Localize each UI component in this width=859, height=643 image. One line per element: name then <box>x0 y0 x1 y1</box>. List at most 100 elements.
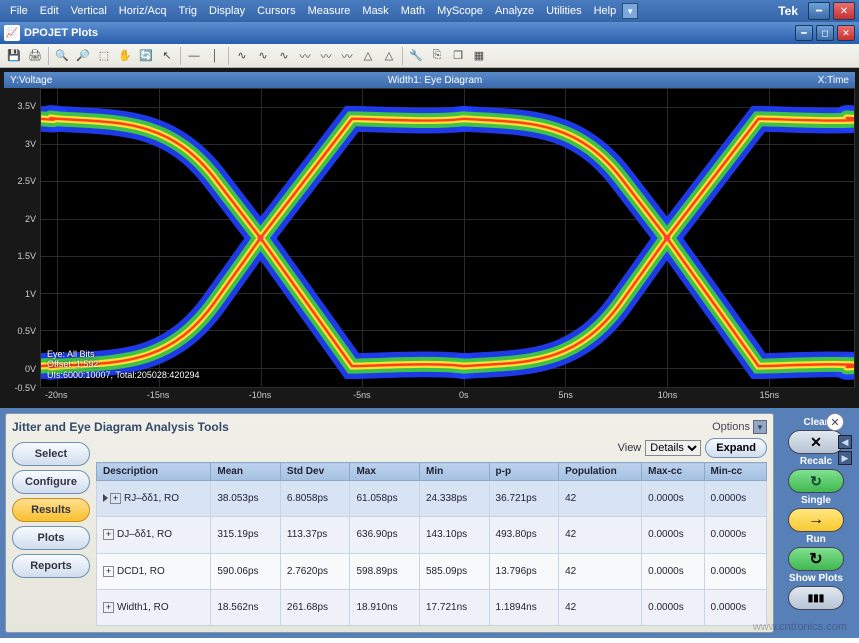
wave6-icon[interactable]: 〰 <box>337 46 357 66</box>
copy-icon[interactable]: ⎘ <box>427 46 447 66</box>
side-tab-results[interactable]: Results <box>12 498 90 522</box>
view-select[interactable]: Details <box>645 440 701 456</box>
wave5-icon[interactable]: 〰 <box>316 46 336 66</box>
menu-help[interactable]: Help <box>588 3 623 19</box>
side-tab-configure[interactable]: Configure <box>12 470 90 494</box>
side-tab-plots[interactable]: Plots <box>12 526 90 550</box>
row-expand-icon[interactable]: + <box>103 566 114 577</box>
cell: 315.19ps <box>211 517 281 553</box>
x-tick: 15ns <box>760 390 780 400</box>
x-axis-label: X:Time <box>818 75 849 86</box>
clear-button[interactable]: ✕ <box>788 430 844 454</box>
hline-icon[interactable]: ― <box>184 46 204 66</box>
cell: 36.721ps <box>489 481 559 517</box>
col-min[interactable]: Min <box>420 463 490 481</box>
plots-maximize-button[interactable]: ◻ <box>816 25 834 41</box>
analysis-title: Jitter and Eye Diagram Analysis Tools <box>12 420 229 434</box>
table-row[interactable]: +DCD1, RO590.06ps2.7620ps598.89ps585.09p… <box>97 553 767 589</box>
recalc-button[interactable]: ↻ <box>788 469 844 493</box>
row-expand-icon[interactable]: + <box>103 602 114 613</box>
cell: +Width1, RO <box>97 589 211 625</box>
cell: 585.09ps <box>420 553 490 589</box>
col-stddev[interactable]: Std Dev <box>280 463 350 481</box>
col-mean[interactable]: Mean <box>211 463 281 481</box>
cell: 261.68ps <box>280 589 350 625</box>
x-tick: 0s <box>459 390 469 400</box>
menu-display[interactable]: Display <box>203 3 251 19</box>
cell: 0.0000s <box>704 481 766 517</box>
menu-math[interactable]: Math <box>395 3 431 19</box>
cursor-icon[interactable]: ↖ <box>157 46 177 66</box>
menu-dropdown-icon[interactable]: ▼ <box>622 3 638 19</box>
row-expand-icon[interactable]: + <box>103 529 114 540</box>
cell: 42 <box>559 589 642 625</box>
chart-title: Width1: Eye Diagram <box>52 75 817 86</box>
menu-trig[interactable]: Trig <box>172 3 203 19</box>
cell: 0.0000s <box>704 553 766 589</box>
pan-icon[interactable]: ✋ <box>115 46 135 66</box>
pager-right-icon[interactable]: ▶ <box>838 451 852 465</box>
cell: 17.721ns <box>420 589 490 625</box>
menu-myscope[interactable]: MyScope <box>431 3 489 19</box>
col-description[interactable]: Description <box>97 463 211 481</box>
print-icon[interactable]: 🖨 <box>25 46 45 66</box>
wave2-icon[interactable]: ∿ <box>253 46 273 66</box>
menu-measure[interactable]: Measure <box>302 3 357 19</box>
options-dropdown-icon[interactable]: ▼ <box>753 420 767 434</box>
table-row[interactable]: +RJ–δδ1, RO38.053ps6.8058ps61.058ps24.33… <box>97 481 767 517</box>
eye-diagram-plot[interactable]: Eye: All BitsOffset: 1.592UIs:6000:10007… <box>40 88 855 388</box>
table-row[interactable]: +DJ–δδ1, RO315.19ps113.37ps636.90ps143.1… <box>97 517 767 553</box>
menu-edit[interactable]: Edit <box>34 3 65 19</box>
menu-mask[interactable]: Mask <box>356 3 394 19</box>
plots-minimize-button[interactable]: ━ <box>795 25 813 41</box>
side-tab-select[interactable]: Select <box>12 442 90 466</box>
col-pp[interactable]: p-p <box>489 463 559 481</box>
zoom-box-icon[interactable]: ⬚ <box>94 46 114 66</box>
save-icon[interactable]: 💾 <box>4 46 24 66</box>
wave3-icon[interactable]: ∿ <box>274 46 294 66</box>
y-tick: 2.5V <box>17 176 36 186</box>
menu-vertical[interactable]: Vertical <box>65 3 113 19</box>
col-maxcc[interactable]: Max-cc <box>642 463 704 481</box>
col-population[interactable]: Population <box>559 463 642 481</box>
menu-utilities[interactable]: Utilities <box>540 3 587 19</box>
plots-close-button[interactable]: ✕ <box>837 25 855 41</box>
zoom-out-icon[interactable]: 🔎 <box>73 46 93 66</box>
plot-overlay-info: Eye: All BitsOffset: 1.592UIs:6000:10007… <box>47 349 199 381</box>
single-button[interactable]: → <box>788 508 844 532</box>
zoom-in-icon[interactable]: 🔍 <box>52 46 72 66</box>
menu-analyze[interactable]: Analyze <box>489 3 540 19</box>
cell: 636.90ps <box>350 517 420 553</box>
y-tick: 3.5V <box>17 101 36 111</box>
dup-icon[interactable]: ❐ <box>448 46 468 66</box>
y-tick: 2V <box>25 214 36 224</box>
menu-file[interactable]: File <box>4 3 34 19</box>
show-plots-button[interactable]: ▮▮▮ <box>788 586 844 610</box>
menu-horizacq[interactable]: Horiz/Acq <box>113 3 173 19</box>
wave7-icon[interactable]: △ <box>358 46 378 66</box>
minimize-button[interactable]: ━ <box>808 2 830 20</box>
options-label[interactable]: Options <box>712 421 750 433</box>
close-button[interactable]: ✕ <box>833 2 855 20</box>
bottom-panel: Jitter and Eye Diagram Analysis Tools Op… <box>0 408 859 638</box>
menu-cursors[interactable]: Cursors <box>251 3 302 19</box>
wrench-icon[interactable]: 🔧 <box>406 46 426 66</box>
cell: 0.0000s <box>642 481 704 517</box>
col-mincc[interactable]: Min-cc <box>704 463 766 481</box>
run-button[interactable]: ↻ <box>788 547 844 571</box>
cell: 493.80ps <box>489 517 559 553</box>
row-expand-icon[interactable]: + <box>110 493 121 504</box>
panel-close-button[interactable]: ✕ <box>826 413 844 431</box>
wave1-icon[interactable]: ∿ <box>232 46 252 66</box>
tile-icon[interactable]: ▦ <box>469 46 489 66</box>
pager-left-icon[interactable]: ◀ <box>838 435 852 449</box>
rotate-icon[interactable]: 🔄 <box>136 46 156 66</box>
expand-button[interactable]: Expand <box>705 438 767 458</box>
col-max[interactable]: Max <box>350 463 420 481</box>
wave4-icon[interactable]: 〰 <box>295 46 315 66</box>
plots-title: DPOJET Plots <box>24 27 795 39</box>
vline-icon[interactable]: │ <box>205 46 225 66</box>
side-tab-reports[interactable]: Reports <box>12 554 90 578</box>
table-row[interactable]: +Width1, RO18.562ns261.68ps18.910ns17.72… <box>97 589 767 625</box>
wave8-icon[interactable]: △ <box>379 46 399 66</box>
